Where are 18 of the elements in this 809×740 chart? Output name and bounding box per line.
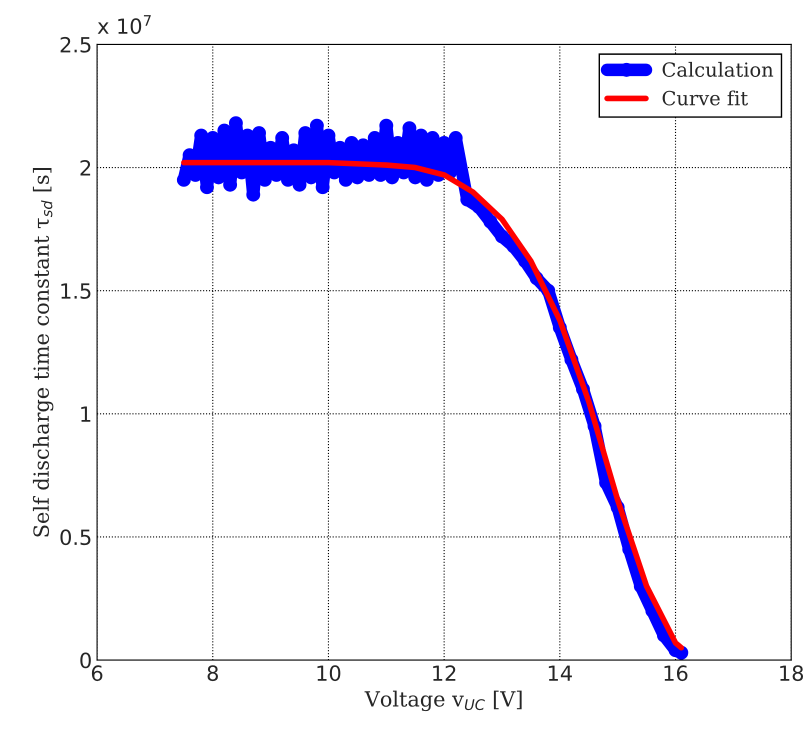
x-tick-label: 12 [433, 665, 456, 681]
x-axis-title: Voltage v$_{UC}$ [V] [364, 690, 522, 712]
x-tick-label: 16 [664, 665, 688, 682]
y-tick-label: 1 [81, 406, 90, 422]
x-tick-label: 14 [548, 666, 572, 681]
y-tick-label: 0 [80, 652, 91, 668]
y-axis-title: Self discharge time constant τ$_{sd}$ [s] [32, 168, 54, 537]
y-tick-label: 2.5 [60, 36, 90, 53]
text: x 10$^{7}$ [98, 15, 151, 34]
x-tick-label: 18 [780, 665, 804, 682]
y-tick-label: 2 [80, 160, 90, 176]
x-tick-label: 8 [208, 665, 218, 682]
legend-label: Calculation [662, 62, 774, 77]
x-tick-label: 6 [92, 665, 102, 682]
legend-label: Curve fit [662, 90, 748, 106]
y-tick-label: 0.5 [60, 529, 90, 546]
y-tick-label: 1.5 [61, 283, 90, 299]
x-tick-label: 10 [317, 665, 340, 682]
